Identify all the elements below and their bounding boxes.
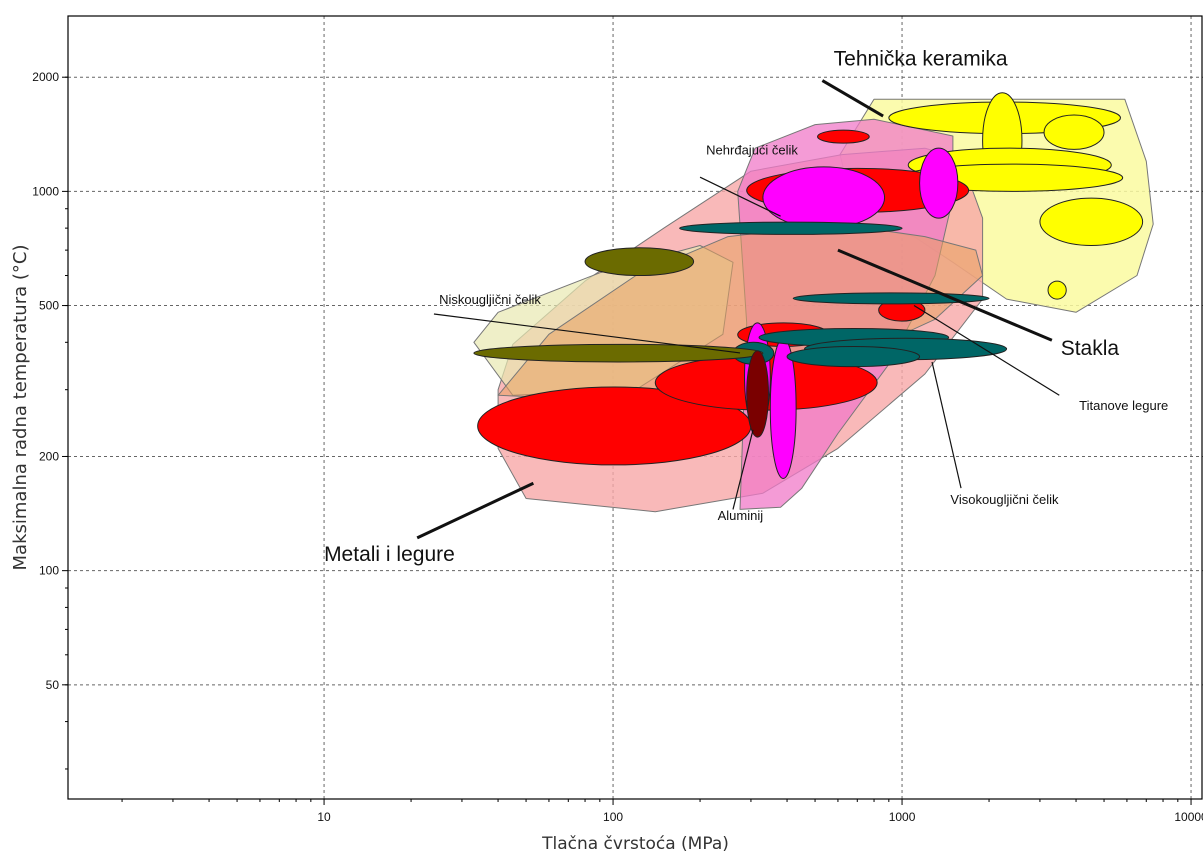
x-tick-label: 1000 [889,810,916,824]
y-tick-label: 2000 [32,70,59,84]
steel-bubble [679,221,903,235]
ceramic-bubble [1043,114,1105,150]
annotation-label: Metali i legure [324,543,455,566]
y-tick-label: 50 [46,678,60,692]
annotation-leader-line [699,176,781,217]
annotation-leader-line [416,481,535,540]
annotation-leader-line [837,248,1053,342]
x-axis-title: Tlačna čvrstoća (MPa) [541,834,729,854]
x-tick-label: 10 [317,810,331,824]
x-tick-label: 100 [603,810,623,824]
annotation-leader-line [913,305,1060,396]
plot-frame [67,15,1203,800]
annotation-leader-line [433,313,741,354]
annotations: Tehnička keramika Nehrđajući čelik Niskoug… [324,47,1168,566]
annotation-label: Aluminij [718,508,764,523]
glass-bubble [919,147,959,219]
annotation-label: Nehrđajući čelik [706,143,798,158]
ceramic-bubble [1039,197,1144,246]
y-axis-title: Maksimalna radna temperatura (°C) [10,245,31,571]
annotation-label: Tehnička keramika [834,47,1008,70]
y-tick-label: 1000 [32,184,59,198]
annotation-label: Niskougljični čelik [439,292,541,307]
annotation-leader-line [931,361,962,489]
steel-bubble [786,345,921,368]
y-tick-label: 100 [39,564,59,578]
aluminium-bubble [746,350,769,438]
olive-bubble [473,343,764,363]
annotation-leader-line [821,79,884,118]
glass-bubble [762,166,886,229]
x-tick-label: 10000 [1174,810,1203,824]
annotation-label: Titanove legure [1079,398,1168,413]
y-tick-label: 500 [39,299,59,313]
annotation-label: Stakla [1061,337,1120,360]
metal-bubble [817,129,870,144]
material-bubbles [473,92,1144,479]
axis-ticks: 10 100 1000 10000 50 100 200 500 1000 2000 [32,70,1203,824]
y-tick-label: 200 [39,449,59,463]
annotation-leader-line [732,429,754,510]
steel-bubble [792,292,990,305]
olive-bubble [584,247,695,277]
ceramic-bubble [1047,280,1067,300]
annotation-label: Visokougljični čelik [950,492,1059,507]
